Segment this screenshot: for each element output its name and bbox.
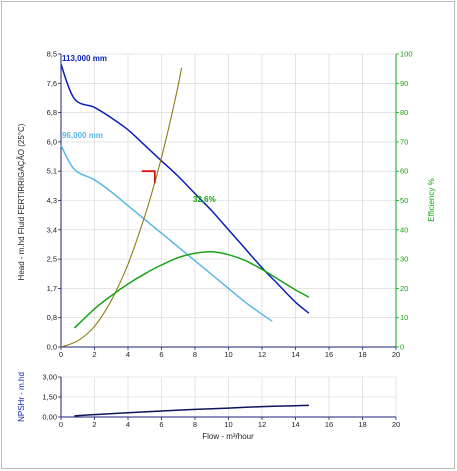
npsh-x-tick-label: 2 bbox=[92, 420, 96, 429]
x-tick-label: 18 bbox=[358, 350, 366, 359]
x-tick-label: 2 bbox=[92, 350, 96, 359]
y2-tick-label: 20 bbox=[400, 284, 408, 293]
y2-tick-label: 70 bbox=[400, 137, 408, 146]
operating-point-marker bbox=[141, 170, 156, 184]
head-curve-113mm bbox=[60, 64, 310, 314]
x-tick-label: 8 bbox=[193, 350, 197, 359]
npsh-x-tick-label: 12 bbox=[258, 420, 266, 429]
series-label-113mm: 113,000 mm bbox=[62, 54, 107, 63]
x-tick-label: 0 bbox=[59, 350, 63, 359]
y-axis-label-head: Head - m.hd Fluid FERTIRRIGAÇÃO (25°C) bbox=[17, 123, 26, 280]
y-tick-label: 2,5 bbox=[47, 255, 57, 264]
y-tick-label: 8,5 bbox=[47, 50, 57, 59]
y2-tick-label: 90 bbox=[400, 79, 408, 88]
npsh-x-tick-label: 0 bbox=[59, 420, 63, 429]
y2-tick-label: 80 bbox=[400, 108, 408, 117]
y-tick-label: 6,0 bbox=[47, 137, 57, 146]
y2-tick-label: 0 bbox=[400, 343, 404, 352]
y-tick-label: 1,7 bbox=[47, 284, 57, 293]
y-axis-label-npshr: NPSHr - m.hd bbox=[17, 372, 26, 422]
y-tick-label: 0,0 bbox=[47, 343, 57, 352]
npsh-x-tick-label: 18 bbox=[358, 420, 366, 429]
series-label-96mm: 96,000 mm bbox=[62, 131, 103, 140]
y-tick-label: 5,1 bbox=[47, 167, 57, 176]
x-axis-label-flow: Flow - m³/hour bbox=[202, 432, 254, 441]
npsh-y-tick-label: 0,00 bbox=[42, 413, 57, 422]
x-tick-label: 16 bbox=[325, 350, 333, 359]
y2-tick-label: 40 bbox=[400, 225, 408, 234]
y-tick-label: 7,6 bbox=[47, 79, 57, 88]
y2-tick-label: 10 bbox=[400, 313, 408, 322]
npsh-x-tick-label: 14 bbox=[291, 420, 299, 429]
system-curve bbox=[60, 67, 183, 348]
npsh-x-tick-label: 20 bbox=[392, 420, 400, 429]
efficiency-curve bbox=[73, 250, 310, 329]
head-curve-96mm bbox=[60, 144, 273, 322]
efficiency-label: 32,6% bbox=[193, 195, 216, 204]
npsh-y-tick-label: 1,50 bbox=[42, 393, 57, 402]
npsh-x-tick-label: 10 bbox=[224, 420, 232, 429]
x-tick-label: 4 bbox=[126, 350, 130, 359]
npsh-x-tick-label: 4 bbox=[126, 420, 130, 429]
y2-tick-label: 100 bbox=[400, 50, 413, 59]
y-tick-label: 4,3 bbox=[47, 196, 57, 205]
y2-tick-label: 50 bbox=[400, 196, 408, 205]
x-tick-label: 12 bbox=[258, 350, 266, 359]
npsh-x-tick-label: 16 bbox=[325, 420, 333, 429]
y2-axis-label-efficiency: Efficiency % bbox=[427, 178, 436, 221]
y-tick-label: 6,8 bbox=[47, 108, 57, 117]
x-tick-label: 20 bbox=[392, 350, 400, 359]
y2-tick-label: 30 bbox=[400, 255, 408, 264]
y-tick-label: 0,8 bbox=[47, 313, 57, 322]
npsh-y-tick-label: 3,00 bbox=[42, 373, 57, 382]
x-tick-label: 10 bbox=[224, 350, 232, 359]
y-tick-label: 3,4 bbox=[47, 225, 57, 234]
npshr-curve bbox=[74, 404, 309, 417]
x-tick-label: 14 bbox=[291, 350, 299, 359]
npsh-x-tick-label: 6 bbox=[159, 420, 163, 429]
npsh-x-tick-label: 8 bbox=[193, 420, 197, 429]
x-tick-label: 6 bbox=[159, 350, 163, 359]
y2-tick-label: 60 bbox=[400, 167, 408, 176]
